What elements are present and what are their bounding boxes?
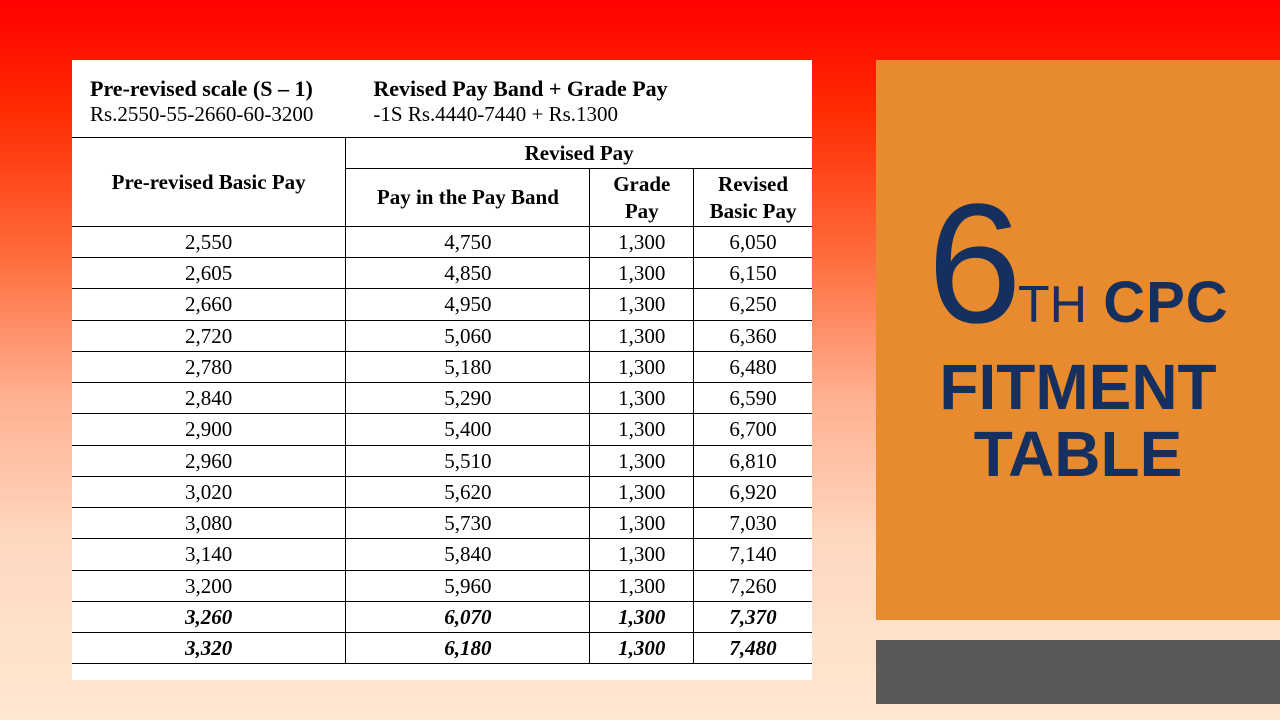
table-cell: 5,180 (346, 351, 590, 382)
table-cell: 5,290 (346, 383, 590, 414)
table-cell: 3,080 (72, 508, 346, 539)
background-gradient: Pre-revised scale (S – 1) Rs.2550-55-266… (0, 0, 1280, 720)
big-six: 6 (927, 192, 1016, 337)
table-cell: 2,720 (72, 320, 346, 351)
table-cell: 6,150 (694, 258, 812, 289)
prerevised-title: Pre-revised scale (S – 1) (90, 76, 313, 102)
table-cell: 1,300 (590, 601, 694, 632)
table-cell: 1,300 (590, 351, 694, 382)
col-payband: Pay in the Pay Band (346, 169, 590, 227)
table-row: 3,3206,1801,3007,480 (72, 633, 812, 664)
table-row: 2,6604,9501,3006,250 (72, 289, 812, 320)
table-cell: 1,300 (590, 258, 694, 289)
table-cell: 6,480 (694, 351, 812, 382)
table-cell: 6,920 (694, 476, 812, 507)
col-prerevised: Pre-revised Basic Pay (72, 138, 346, 227)
table-row: 3,2606,0701,3007,370 (72, 601, 812, 632)
table-cell: 5,730 (346, 508, 590, 539)
table-cell: 3,140 (72, 539, 346, 570)
table-row: 2,7805,1801,3006,480 (72, 351, 812, 382)
header-left: Pre-revised scale (S – 1) Rs.2550-55-266… (90, 76, 313, 127)
table-cell: 3,320 (72, 633, 346, 664)
table-cell: 3,020 (72, 476, 346, 507)
th-suffix: TH (1018, 275, 1087, 335)
prerevised-scale: Rs.2550-55-2660-60-3200 (90, 102, 313, 127)
table-row: 3,0205,6201,3006,920 (72, 476, 812, 507)
table-cell: 1,300 (590, 226, 694, 257)
table-cell: 3,200 (72, 570, 346, 601)
table-cell: 6,050 (694, 226, 812, 257)
table-cell: 6,250 (694, 289, 812, 320)
table-cell: 4,850 (346, 258, 590, 289)
table-cell: 2,550 (72, 226, 346, 257)
table-row: 3,1405,8401,3007,140 (72, 539, 812, 570)
header-right: Revised Pay Band + Grade Pay -1S Rs.4440… (373, 76, 667, 127)
table-row: 3,0805,7301,3007,030 (72, 508, 812, 539)
table-cell: 6,810 (694, 445, 812, 476)
table-cell: 7,140 (694, 539, 812, 570)
cpc-label: CPC (1103, 269, 1228, 336)
fitment-table: Pre-revised Basic Pay Revised Pay Pay in… (72, 137, 812, 664)
fitment-label-1: FITMENT (939, 354, 1216, 421)
table-cell: 5,510 (346, 445, 590, 476)
header-block: Pre-revised scale (S – 1) Rs.2550-55-266… (72, 70, 812, 137)
table-cell: 4,950 (346, 289, 590, 320)
table-cell: 1,300 (590, 320, 694, 351)
table-cell: 2,900 (72, 414, 346, 445)
table-cell: 2,840 (72, 383, 346, 414)
sidebar-gray-strip (876, 640, 1280, 704)
table-cell: 2,605 (72, 258, 346, 289)
table-row: 2,6054,8501,3006,150 (72, 258, 812, 289)
table-cell: 2,660 (72, 289, 346, 320)
table-row: 2,9605,5101,3006,810 (72, 445, 812, 476)
table-cell: 1,300 (590, 476, 694, 507)
table-cell: 5,960 (346, 570, 590, 601)
table-cell: 1,300 (590, 508, 694, 539)
table-cell: 3,260 (72, 601, 346, 632)
table-cell: 1,300 (590, 633, 694, 664)
col-revisedbasic: Revised Basic Pay (694, 169, 812, 227)
col-gradepay: Grade Pay (590, 169, 694, 227)
table-cell: 6,590 (694, 383, 812, 414)
table-cell: 2,960 (72, 445, 346, 476)
table-cell: 7,030 (694, 508, 812, 539)
table-cell: 1,300 (590, 539, 694, 570)
table-cell: 1,300 (590, 445, 694, 476)
revised-title: Revised Pay Band + Grade Pay (373, 76, 667, 102)
fitment-label-2: TABLE (974, 421, 1183, 488)
table-cell: 1,300 (590, 570, 694, 601)
revised-scale: -1S Rs.4440-7440 + Rs.1300 (373, 102, 667, 127)
table-cell: 1,300 (590, 383, 694, 414)
table-cell: 1,300 (590, 289, 694, 320)
table-cell: 7,260 (694, 570, 812, 601)
table-cell: 6,700 (694, 414, 812, 445)
document-paper: Pre-revised scale (S – 1) Rs.2550-55-266… (72, 60, 812, 680)
table-cell: 5,060 (346, 320, 590, 351)
table-cell: 5,840 (346, 539, 590, 570)
table-cell: 5,400 (346, 414, 590, 445)
table-row: 2,8405,2901,3006,590 (72, 383, 812, 414)
table-cell: 7,370 (694, 601, 812, 632)
col-revised-group: Revised Pay (346, 138, 812, 169)
table-cell: 1,300 (590, 414, 694, 445)
table-cell: 2,780 (72, 351, 346, 382)
table-cell: 6,070 (346, 601, 590, 632)
table-row: 2,9005,4001,3006,700 (72, 414, 812, 445)
table-cell: 6,360 (694, 320, 812, 351)
table-cell: 6,180 (346, 633, 590, 664)
title-line-1: 6 TH CPC (927, 192, 1228, 337)
table-cell: 4,750 (346, 226, 590, 257)
table-row: 3,2005,9601,3007,260 (72, 570, 812, 601)
table-cell: 5,620 (346, 476, 590, 507)
table-row: 2,5504,7501,3006,050 (72, 226, 812, 257)
table-cell: 7,480 (694, 633, 812, 664)
table-row: 2,7205,0601,3006,360 (72, 320, 812, 351)
sidebar-orange-panel: 6 TH CPC FITMENT TABLE (876, 60, 1280, 620)
